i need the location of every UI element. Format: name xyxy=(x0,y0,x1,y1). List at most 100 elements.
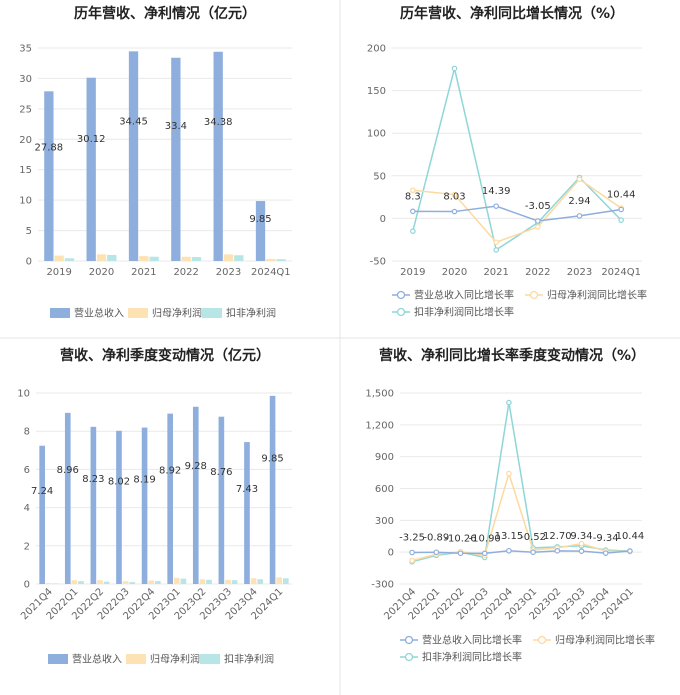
chart-title: 历年营收、净利同比增长情况（%） xyxy=(400,5,624,22)
bar-revenue xyxy=(171,57,181,261)
data-label: 12.70 xyxy=(543,531,572,542)
legend-label: 归母净利润同比增长率 xyxy=(547,289,647,302)
legend-label: 归母净利润 xyxy=(150,653,200,666)
legend-label: 扣非净利润 xyxy=(224,653,274,666)
y-tick-label: 20 xyxy=(19,135,32,146)
legend-marker xyxy=(404,635,414,645)
y-tick-label: 1,200 xyxy=(365,420,394,431)
bar-deducted-profit xyxy=(206,579,212,584)
legend-swatch xyxy=(202,308,222,318)
x-tick-label: 2022 xyxy=(173,267,198,278)
data-label: 33.4 xyxy=(165,121,187,132)
line-point xyxy=(530,549,536,556)
legend: 营业总收入 归母净利润 扣非净利润 xyxy=(48,653,274,666)
line-point xyxy=(451,191,458,198)
line-point xyxy=(578,548,585,554)
y-tick-label: 0 xyxy=(380,214,386,225)
bar-revenue xyxy=(141,427,148,584)
bar-deducted-profit xyxy=(149,256,159,261)
line-revenue-growth xyxy=(412,550,630,555)
bar-deducted-profit xyxy=(52,583,59,585)
y-tick-label: 10 xyxy=(17,389,30,400)
line-point xyxy=(493,247,499,253)
data-label: -3.25 xyxy=(399,533,425,544)
y-tick-label: 100 xyxy=(367,129,386,140)
line-point xyxy=(506,399,512,406)
legend-label: 扣非净利润同比增长率 xyxy=(414,306,514,319)
legend-label: 归母净利润同比增长率 xyxy=(555,634,655,647)
bar-deducted-profit xyxy=(191,257,202,261)
bar-revenue xyxy=(116,430,122,584)
data-label: 7.43 xyxy=(236,484,258,495)
line-point xyxy=(554,548,561,554)
data-label: -0.52 xyxy=(520,532,546,543)
line-point xyxy=(576,213,583,219)
x-tick-label: 2020 xyxy=(442,267,467,278)
data-label: -10.90 xyxy=(469,533,501,544)
data-label: 8.19 xyxy=(133,474,155,485)
bar-net-profit xyxy=(71,580,78,584)
line-point xyxy=(618,206,624,213)
legend-label: 营业总收入同比增长率 xyxy=(422,634,522,647)
x-tick-label: 2019 xyxy=(46,267,71,278)
bar-deducted-profit xyxy=(180,578,187,584)
bar-net-profit xyxy=(139,256,149,261)
data-label: 8.76 xyxy=(210,467,232,478)
line-point xyxy=(481,550,488,557)
y-tick-label: 1,500 xyxy=(365,389,394,400)
line-point xyxy=(618,217,624,223)
data-label: 8.02 xyxy=(108,476,130,487)
bar-revenue xyxy=(64,412,71,584)
y-tick-label: 50 xyxy=(373,171,386,182)
data-label: -9.34 xyxy=(593,533,619,544)
legend-marker xyxy=(404,652,414,662)
data-label: -10.26 xyxy=(444,533,476,544)
data-label: 10.44 xyxy=(616,531,645,542)
y-tick-label: 900 xyxy=(375,452,394,463)
line-point xyxy=(506,470,512,477)
line-deducted-growth xyxy=(412,68,622,252)
bar-revenue xyxy=(218,416,225,584)
x-tick-label: 2019 xyxy=(400,267,425,278)
chart-title: 历年营收、净利情况（亿元） xyxy=(74,5,256,22)
line-net-profit-growth xyxy=(411,471,630,562)
legend-marker xyxy=(537,635,547,645)
line-point xyxy=(493,203,499,209)
data-label: 34.38 xyxy=(204,117,233,128)
line-point xyxy=(409,549,415,556)
y-tick-label: 15 xyxy=(19,165,32,176)
line-point xyxy=(535,224,541,230)
line-point xyxy=(627,548,633,554)
data-label: 7.24 xyxy=(31,486,53,497)
data-label: 8.96 xyxy=(57,465,79,476)
legend-label: 归母净利润 xyxy=(152,307,202,320)
y-tick-label: 10 xyxy=(19,196,32,207)
data-label: 30.12 xyxy=(77,134,106,145)
x-tick-label: 2022 xyxy=(525,267,550,278)
line-point xyxy=(410,187,416,194)
data-label: 8.3 xyxy=(405,191,421,202)
data-label: 9.85 xyxy=(249,214,271,225)
line-point xyxy=(493,239,499,246)
bar-net-profit xyxy=(97,580,103,584)
line-point xyxy=(576,176,583,183)
data-label: 27.88 xyxy=(35,143,64,154)
data-label: -0.89 xyxy=(423,532,449,543)
line-point xyxy=(506,547,512,554)
data-label: 8.23 xyxy=(82,474,104,485)
chart-1: 历年营收、净利情况（亿元） 0 5 10 15 20 25 30 35 2019 2020 2021 2… xyxy=(19,5,292,320)
y-tick-label: 0 xyxy=(24,580,30,591)
bar-deducted-profit xyxy=(64,258,75,261)
bar-revenue xyxy=(86,77,96,261)
bar-deducted-profit xyxy=(103,581,110,584)
legend-swatch xyxy=(50,308,70,318)
y-tick-label: 4 xyxy=(24,503,30,514)
bar-net-profit xyxy=(45,583,52,584)
x-tick-label: 2023 xyxy=(216,267,241,278)
data-label: 14.39 xyxy=(482,186,511,197)
line-point xyxy=(410,208,416,215)
x-tick-label: 2024Q1 xyxy=(601,267,641,278)
line-point xyxy=(409,557,415,564)
